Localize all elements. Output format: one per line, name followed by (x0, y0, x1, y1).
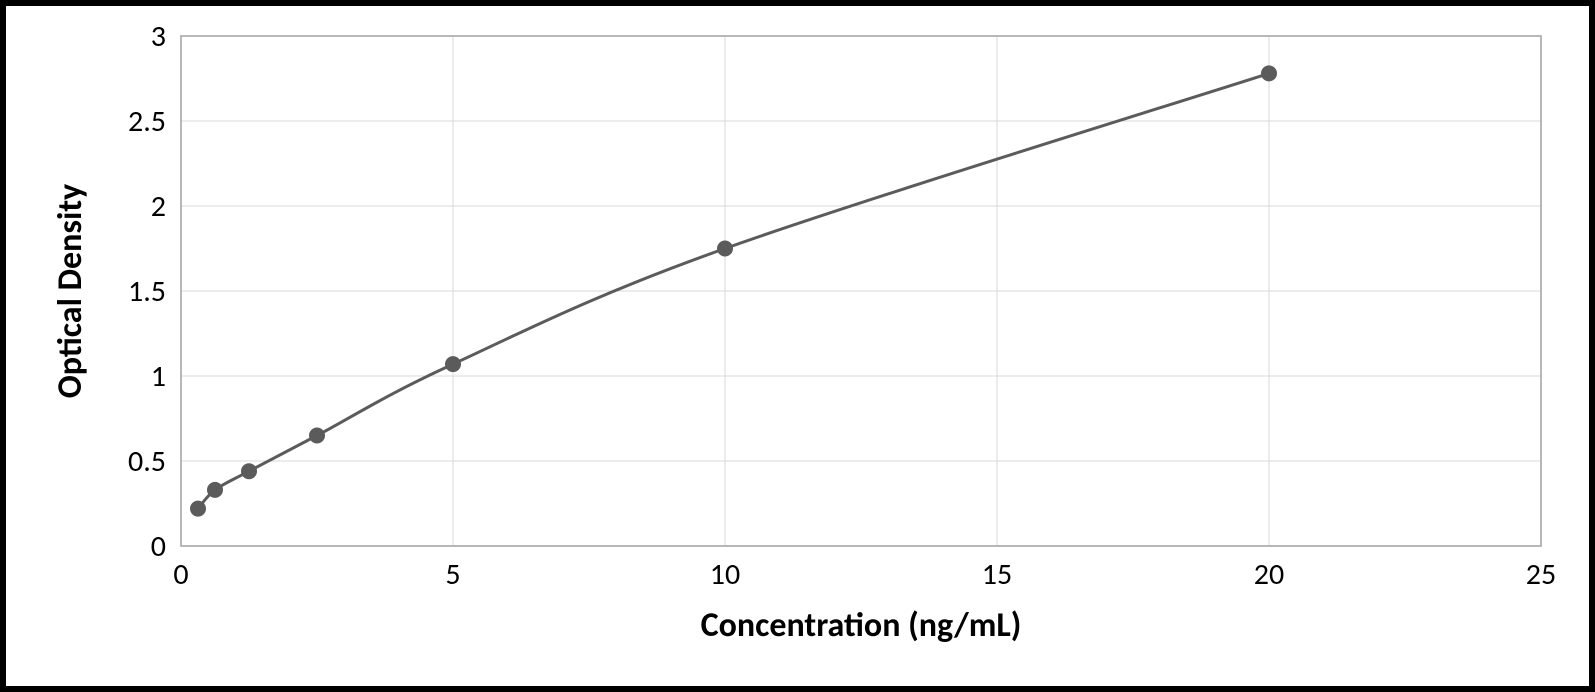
x-tick-label: 5 (445, 556, 460, 593)
chart-outer-frame: 0 5 10 15 20 25 0 0.5 1 1.5 2 2.5 3 Concentration (ng… (0, 0, 1595, 692)
data-point (717, 241, 733, 257)
y-tick-label: 0.5 (128, 443, 166, 480)
y-tick-label: 2 (151, 188, 166, 225)
y-tick-label: 0 (151, 528, 166, 565)
chart-container: 0 5 10 15 20 25 0 0.5 1 1.5 2 2.5 3 Concentration (ng… (46, 26, 1556, 676)
y-tick-label: 2.5 (128, 103, 166, 140)
x-tick-label: 25 (1526, 556, 1556, 593)
x-tick-label: 0 (173, 556, 188, 593)
data-point (241, 463, 257, 479)
chart-svg: 0 5 10 15 20 25 0 0.5 1 1.5 2 2.5 3 Concentration (ng… (46, 26, 1556, 676)
data-point (445, 356, 461, 372)
y-tick-label: 1 (151, 358, 166, 395)
data-point (1261, 65, 1277, 81)
y-axis-title: Optical Density (50, 184, 91, 398)
data-point (309, 428, 325, 444)
x-tick-label: 20 (1254, 556, 1284, 593)
y-tick-label: 1.5 (128, 273, 166, 310)
x-tick-label: 15 (982, 556, 1012, 593)
data-point (207, 482, 223, 498)
x-axis-title: Concentration (ng/mL) (701, 605, 1022, 646)
y-tick-label: 3 (151, 26, 166, 55)
data-point (190, 501, 206, 517)
x-tick-label: 10 (710, 556, 740, 593)
